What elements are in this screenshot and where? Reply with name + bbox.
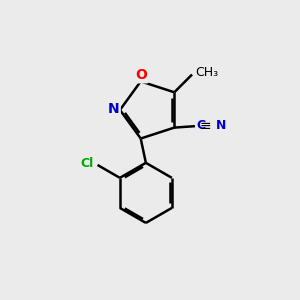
Text: N: N <box>215 119 226 132</box>
Text: CH₃: CH₃ <box>196 66 219 79</box>
Text: ≡: ≡ <box>200 118 212 133</box>
Text: N: N <box>108 102 119 116</box>
Text: C: C <box>196 119 205 132</box>
Text: Cl: Cl <box>81 157 94 170</box>
Text: O: O <box>135 68 147 82</box>
